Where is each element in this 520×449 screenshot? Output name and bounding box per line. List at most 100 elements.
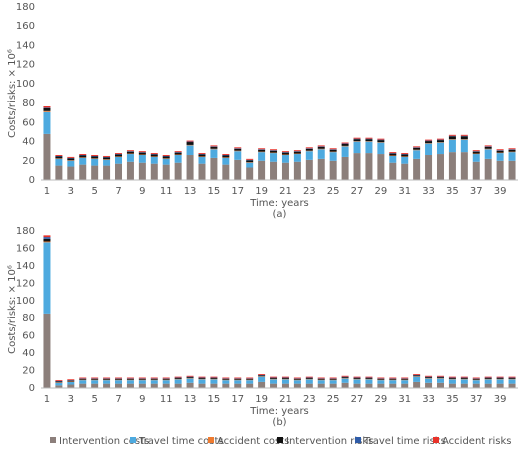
bar-segment	[43, 107, 51, 111]
bar-segment	[91, 156, 99, 159]
bar-segment	[210, 383, 218, 388]
bar-segment	[55, 155, 63, 156]
bar-segment	[126, 383, 134, 388]
bar-segment	[329, 377, 337, 379]
bar-segment	[293, 383, 301, 388]
y-tick-label: 60	[22, 331, 35, 342]
bar-segment	[293, 380, 301, 384]
bar-segment	[413, 150, 421, 159]
bar-segment	[329, 380, 337, 384]
bar-segment	[484, 379, 492, 384]
bar-segment	[389, 162, 397, 180]
bar-segment	[341, 377, 349, 378]
bar-segment	[365, 379, 373, 384]
bar-segment	[293, 377, 301, 379]
bar-segment	[198, 153, 206, 155]
bar-segment	[103, 378, 111, 380]
y-tick-label: 40	[22, 137, 35, 148]
bar-segment	[103, 380, 111, 384]
bar-segment	[425, 139, 433, 141]
bar-segment	[67, 380, 75, 382]
legend-label: Intervention costs	[59, 436, 149, 447]
bar-segment	[115, 378, 123, 380]
bar-segment	[448, 152, 456, 180]
bar-segment	[389, 380, 397, 384]
bar-segment	[126, 151, 134, 154]
bar-segment	[103, 383, 111, 388]
bar-segment	[79, 155, 87, 158]
bar-segment	[270, 161, 278, 180]
bar-segment	[162, 155, 170, 156]
x-tick-label: 25	[327, 394, 340, 405]
bar-segment	[150, 153, 158, 155]
bar-segment	[103, 159, 111, 166]
bar-segment	[91, 165, 99, 180]
bar-segment	[210, 377, 218, 379]
bar-segment	[150, 156, 158, 164]
y-tick-label: 60	[22, 117, 35, 128]
y-tick-label: 120	[16, 60, 35, 71]
bar-segment	[496, 377, 504, 379]
bar-segment	[91, 378, 99, 380]
y-axis-label: Costs/risks: × 10⁶	[7, 49, 18, 138]
bar-segment	[305, 377, 313, 379]
bar-segment	[353, 376, 361, 378]
bar-segment	[436, 142, 444, 155]
bar-segment	[222, 164, 230, 180]
bar-segment	[67, 160, 75, 167]
bar-segment	[389, 377, 397, 379]
bar-segment	[496, 153, 504, 161]
bar-segment	[460, 152, 468, 180]
bar-segment	[305, 383, 313, 388]
y-tick-label: 160	[16, 243, 35, 254]
bar-segment	[496, 376, 504, 378]
bar-segment	[508, 149, 516, 152]
bar-segment	[329, 160, 337, 180]
bar-segment	[293, 154, 301, 162]
bar-segment	[401, 380, 409, 384]
bar-segment	[413, 147, 421, 150]
bar-segment	[258, 374, 266, 375]
bar-segment	[436, 140, 444, 143]
bar-segment	[436, 138, 444, 140]
bar-segment	[67, 156, 75, 158]
bar-segment	[222, 383, 230, 388]
bar-segment	[234, 159, 242, 180]
bar-segment	[55, 381, 63, 383]
bar-segment	[305, 151, 313, 160]
bar-segment	[270, 150, 278, 153]
x-tick-label: 31	[398, 394, 411, 405]
bar-segment	[365, 139, 373, 142]
x-tick-label: 37	[470, 394, 483, 405]
bar-segment	[270, 383, 278, 388]
bar-segment	[162, 383, 170, 388]
bar-segment	[126, 161, 134, 180]
bar-segment	[126, 377, 134, 379]
bar-segment	[281, 152, 289, 155]
bar-segment	[234, 380, 242, 384]
y-tick-label: 160	[16, 21, 35, 32]
bar-segment	[43, 237, 51, 239]
bar-segment	[103, 157, 111, 160]
bar-segment	[115, 380, 123, 384]
bar-segment	[496, 379, 504, 384]
bar-segment	[425, 375, 433, 377]
bar-segment	[174, 151, 182, 153]
bar-segment	[258, 376, 266, 382]
x-tick-label: 27	[351, 394, 364, 405]
bar-segment	[162, 156, 170, 159]
bar-segment	[341, 146, 349, 157]
bar-segment	[365, 153, 373, 180]
bar-segment	[413, 376, 421, 382]
bar-segment	[67, 384, 75, 388]
bar-segment	[186, 145, 194, 156]
bar-segment	[91, 380, 99, 384]
subtitle: (a)	[273, 209, 287, 220]
bar-segment	[270, 376, 278, 378]
bar-segment	[401, 377, 409, 379]
bar-segment	[401, 383, 409, 388]
bar-segment	[174, 152, 182, 155]
y-tick-label: 80	[22, 313, 35, 324]
bar-segment	[258, 148, 266, 150]
legend-swatch	[50, 437, 56, 443]
